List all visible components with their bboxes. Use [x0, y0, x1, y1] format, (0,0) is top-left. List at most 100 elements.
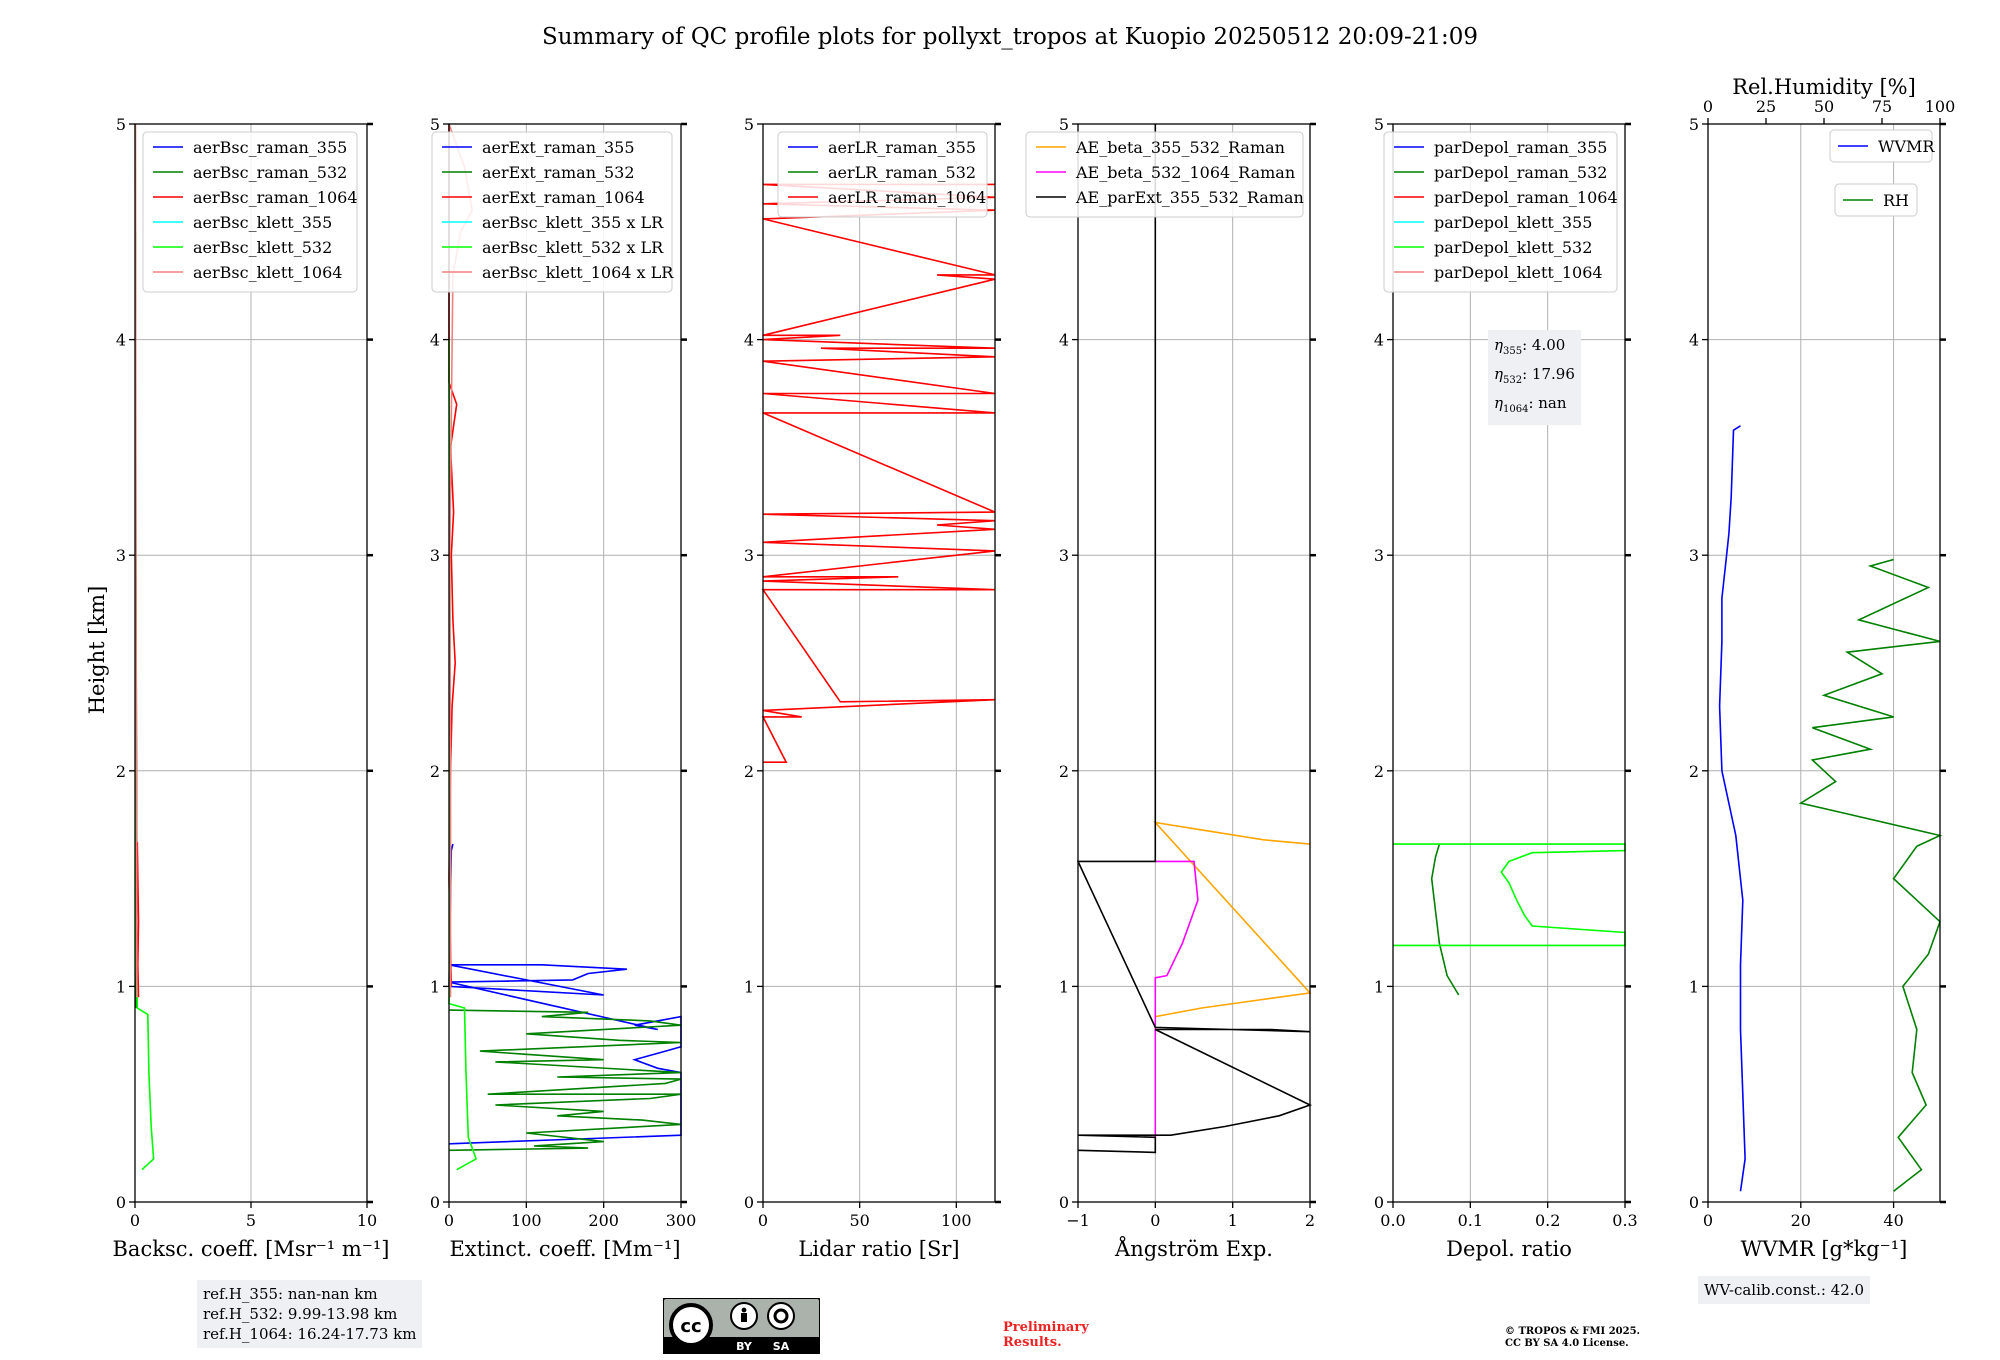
x-tick-label: 0 [1703, 1211, 1713, 1230]
legend-entry: aerBsc_raman_355 [193, 138, 347, 157]
legend-entry: parDepol_raman_1064 [1434, 188, 1618, 207]
legend-frame [1383, 131, 1618, 293]
legend-entry: parDepol_klett_1064 [1434, 263, 1603, 282]
x-axis-label: Lidar ratio [Sr] [798, 1237, 959, 1261]
y-tick-label: 4 [1059, 331, 1069, 350]
y-tick-label: 5 [430, 115, 440, 134]
series-line-aerBsc_klett_532 x LR [448, 339, 478, 1171]
y-tick-label: 0 [744, 1193, 754, 1212]
y-tick-label: 4 [116, 331, 126, 350]
ref-height-1064: ref.H_1064: 16.24-17.73 km [203, 1325, 417, 1343]
legend-entry: aerBsc_klett_1064 x LR [482, 263, 674, 282]
legend-entry: aerBsc_klett_532 [193, 238, 332, 257]
x-tick-label: 0.0 [1380, 1211, 1405, 1230]
legend-frame [142, 131, 358, 293]
legend-entry: parDepol_klett_355 [1434, 213, 1592, 232]
axes-frame [1077, 123, 1311, 1203]
y-tick-label: 3 [430, 546, 440, 565]
x-tick-label: 10 [357, 1211, 377, 1230]
y-tick-label: 3 [1374, 546, 1384, 565]
legend-entry: parDepol_raman_532 [1434, 163, 1607, 182]
axes-frame [448, 123, 682, 1203]
legend: aerLR_raman_355 aerLR_raman_532 aerLR_rama… [777, 131, 988, 218]
series-line-aerBsc_raman_1064 [136, 841, 140, 998]
legend: aerExt_raman_355 aerExt_raman_532 aerExt_r… [431, 131, 674, 293]
legend-entry: aerBsc_raman_1064 [193, 188, 358, 207]
x-axis-label: Extinct. coeff. [Mm⁻¹] [449, 1237, 680, 1261]
y-tick-label: 4 [1689, 331, 1699, 350]
eta-1064: η1064: nan [1494, 394, 1567, 415]
legend: AE_beta_355_532_Raman AE_beta_532_1064_Ra… [1025, 131, 1304, 218]
legend-entry: aerExt_raman_355 [482, 138, 635, 157]
preliminary-note: Preliminary Results. [1003, 1320, 1089, 1350]
wv-calib-box: WV-calib.const.: 42.0 [1698, 1276, 1871, 1304]
legend-entry: AE_beta_532_1064_Raman [1075, 163, 1295, 182]
x2-tick-label: 100 [1925, 97, 1956, 116]
x2-tick-label: 75 [1872, 97, 1892, 116]
preliminary-line-2: Results. [1003, 1335, 1062, 1350]
ref-height-532: ref.H_532: 9.99-13.98 km [203, 1305, 398, 1323]
series-line-aerLR_raman_1064 [761, 183, 996, 763]
x-tick-label: 50 [849, 1211, 869, 1230]
y-tick-label: 4 [1374, 331, 1384, 350]
axes-frame [1707, 123, 1941, 1203]
y-tick-label: 1 [116, 977, 126, 996]
legend-entry: parDepol_raman_355 [1434, 138, 1607, 157]
legend-entry: aerLR_raman_1064 [828, 188, 986, 207]
series-line-AE_beta_532_1064_Raman [1154, 860, 1199, 1138]
legend-entry: aerLR_raman_355 [828, 138, 976, 157]
x-tick-label: 2 [1305, 1211, 1315, 1230]
y-axis-label: Height [km] [85, 586, 109, 715]
x-tick-label: 0.1 [1458, 1211, 1483, 1230]
legend-entry: aerBsc_klett_355 [193, 213, 332, 232]
ref-height-355: ref.H_355: nan-nan km [203, 1285, 378, 1303]
y-tick-label: 0 [1689, 1193, 1699, 1212]
legend-entry: AE_beta_355_532_Raman [1075, 138, 1285, 157]
legend-frame [431, 131, 673, 293]
y-tick-label: 0 [1374, 1193, 1384, 1212]
x-tick-label: 100 [511, 1211, 542, 1230]
x-tick-label: 40 [1883, 1211, 1903, 1230]
eta-box: η355: 4.00 η532: 17.96 η1064: nan [1488, 330, 1581, 425]
y-tick-label: 5 [116, 115, 126, 134]
x-tick-label: 0.3 [1612, 1211, 1637, 1230]
legend-entry: AE_parExt_355_532_Raman [1075, 188, 1304, 207]
axes-frame [762, 123, 996, 1203]
svg-text:cc: cc [680, 1316, 701, 1337]
legend-entry: aerBsc_klett_532 x LR [482, 238, 664, 257]
y-tick-label: 2 [1059, 762, 1069, 781]
y-tick-label: 0 [1059, 1193, 1069, 1212]
legend-entry: aerBsc_klett_1064 [193, 263, 342, 282]
figure-title: Summary of QC profile plots for pollyxt_… [542, 24, 1478, 50]
x-axis-label: Depol. ratio [1446, 1237, 1572, 1261]
x-tick-label: 300 [666, 1211, 697, 1230]
x-axis-label: WVMR [g*kg⁻¹] [1741, 1237, 1908, 1261]
y-tick-label: 0 [430, 1193, 440, 1212]
y-tick-label: 3 [1689, 546, 1699, 565]
panel-5: 0 1 2 3 4 5 0.0 0.1 0.2 0.3 Depol. ratio parDepol_r… [1374, 115, 1638, 1261]
copyright-line-2: CC BY SA 4.0 License. [1505, 1338, 1629, 1349]
series-line-parDepol_raman_532 [1430, 843, 1460, 996]
reference-heights-box: ref.H_355: nan-nan km ref.H_532: 9.99-13… [197, 1280, 423, 1348]
panel-2: 0 1 2 3 4 5 0 100 200 300 Extinct. coeff. [Mm⁻¹] ae… [430, 115, 696, 1261]
series-line-AE_beta_355_532_Raman [1153, 821, 1312, 1018]
x-tick-label: 1 [1228, 1211, 1238, 1230]
copyright-line-1: © TROPOS & FMI 2025. [1505, 1326, 1641, 1337]
y-tick-label: 1 [1374, 977, 1384, 996]
legend: parDepol_raman_355 parDepol_raman_532 parD… [1383, 131, 1618, 293]
y-tick-label: 4 [430, 331, 440, 350]
eta-355: η355: 4.00 [1494, 336, 1566, 357]
cc-icon [669, 1303, 713, 1347]
legend-entry: RH [1883, 191, 1909, 210]
x2-axis-label: Rel.Humidity [%] [1732, 75, 1916, 99]
y-tick-label: 3 [116, 546, 126, 565]
y-tick-label: 5 [744, 115, 754, 134]
x-tick-label: 0 [1150, 1211, 1160, 1230]
legend-entry: aerBsc_klett_355 x LR [482, 213, 664, 232]
legend-frame [1025, 131, 1304, 218]
